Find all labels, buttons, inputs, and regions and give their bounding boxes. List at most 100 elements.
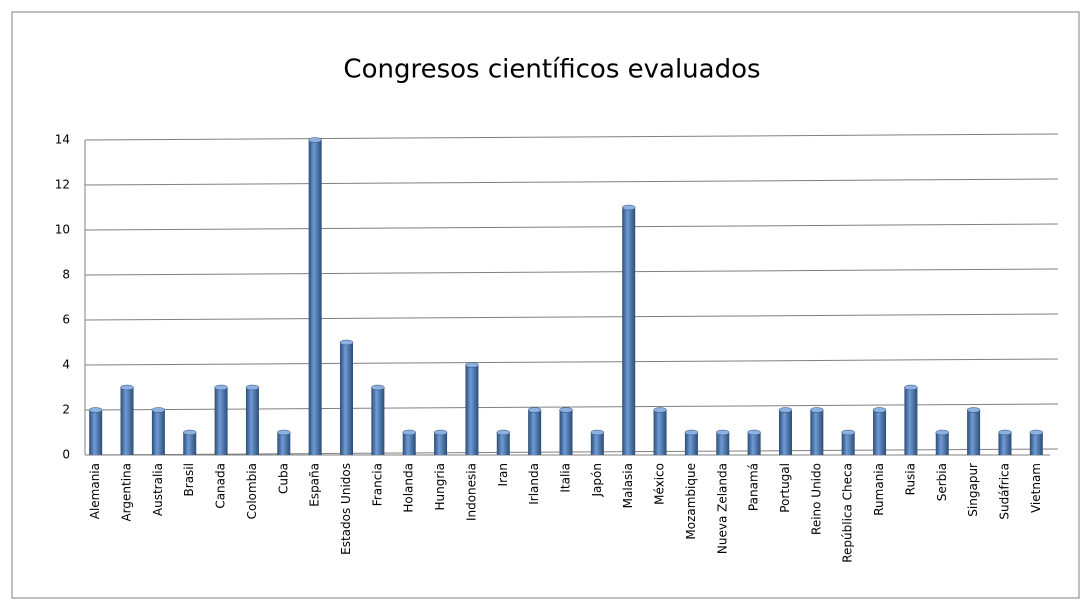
bar [873,410,887,455]
bar [747,432,761,455]
bar-cap [653,407,667,413]
x-tick-label: Nueva Zelanda [715,463,729,554]
bar [465,365,479,455]
bar-cap [559,407,573,413]
grid-line [84,313,1059,321]
grid-line [84,133,1059,141]
bar [904,387,918,455]
bar-cap [684,429,699,436]
x-tick-label: Brasil [182,463,196,496]
bar-cap [308,137,322,143]
x-tick-label: Portugal [778,463,792,513]
bar [371,387,385,455]
bar-cap [1029,429,1044,436]
x-tick-label: Italia [559,463,573,493]
bar-cap [778,407,793,413]
bar [434,432,448,455]
bar [183,432,197,455]
y-tick-label: 0 [62,448,70,462]
bar [89,410,103,455]
x-tick-label: Vietnam [1029,463,1043,513]
x-tick-label: Panamá [747,463,761,511]
bar [214,387,228,455]
bar-cap [88,407,103,413]
x-tick-label: Hungria [433,463,447,510]
x-tick-label: Serbia [935,463,949,501]
x-tick-label: Indonesia [464,463,478,521]
x-tick-label: Mozambique [684,463,698,540]
bar [402,432,416,455]
bar-cap [339,339,354,346]
x-tick-label: Reino Unido [809,463,823,535]
x-tick-label: Argentina [120,463,134,522]
grid-line [84,223,1059,231]
x-tick-label: Holanda [402,463,416,513]
x-tick-label: Rusia [903,463,917,495]
x-tick-label: España [308,463,322,507]
x-tick-label: Rumania [872,463,886,516]
x-tick-label: México [653,463,667,505]
bar [841,432,855,455]
x-tick-label: Australia [151,463,165,516]
x-tick-label: Colombia [245,463,259,519]
bar-cap [120,384,134,391]
bar-cap [590,429,605,436]
bar-cap [402,429,416,436]
y-tick-label: 4 [62,358,70,372]
bar-cap [716,429,730,436]
x-tick-label: Malasia [621,463,635,508]
bar-cap [277,429,291,436]
bar [716,432,730,455]
bar [622,207,636,455]
x-tick-label: Sudáfrica [997,463,1011,520]
bar-cap [904,384,918,391]
bar-cap [810,407,824,413]
bar [245,387,259,455]
bar [778,410,792,455]
bar-cap [433,429,448,436]
y-tick-label: 14 [55,133,70,147]
y-tick-label: 2 [62,403,70,417]
chart-border [11,11,1080,599]
bar [590,432,604,455]
bar [308,140,322,455]
bar [653,410,667,455]
bar-cap [747,429,761,436]
bar-cap [966,407,981,413]
grid-line [84,268,1059,276]
bar-cap [998,429,1012,436]
bar-cap [465,362,479,368]
bar-cap [182,429,197,436]
x-tick-label: Alemania [88,463,102,519]
bar [120,387,134,455]
bar [151,410,165,455]
bar-cap [872,407,887,413]
bar [810,410,824,455]
x-tick-label: Iran [496,463,510,486]
y-tick-label: 6 [62,313,70,327]
bar-cap [841,429,855,436]
bar [496,432,510,455]
bar-cap [935,429,950,436]
bar-cap [527,407,542,413]
y-tick-label: 12 [55,178,70,192]
grid-line [84,358,1059,366]
bar [684,432,698,455]
bar [528,410,542,455]
bar-cap [371,384,385,391]
y-tick-label: 10 [55,223,70,237]
bar [967,410,981,455]
x-tick-label: República Checa [841,463,855,563]
grid-line [84,178,1059,186]
bar [998,432,1012,455]
x-tick-label: Irlanda [527,463,541,505]
x-tick-label: Francia [370,463,384,506]
bar [1029,432,1043,455]
x-tick-label: Singapur [966,463,980,517]
x-tick-label: Canada [214,463,228,509]
x-tick-label: Japón [590,463,604,497]
bar [277,432,291,455]
bar-cap [245,384,260,391]
chart-title: Congresos científicos evaluados [343,55,760,85]
